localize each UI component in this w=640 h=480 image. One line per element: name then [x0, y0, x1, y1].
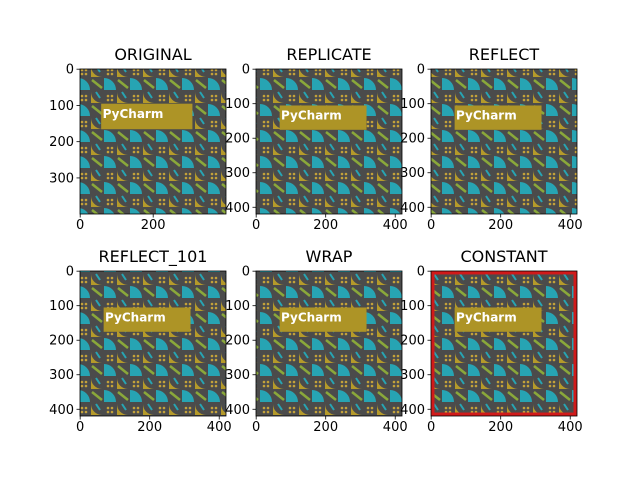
y-tick-label: 200	[225, 334, 250, 349]
y-tick-label: 200	[49, 334, 74, 349]
image-text: PyCharm	[281, 108, 342, 122]
image: PyCharm	[430, 68, 578, 215]
image-content	[434, 274, 574, 413]
subplot-title: CONSTANT	[460, 247, 547, 266]
axes-frame	[79, 270, 227, 417]
y-tick-label: 100	[225, 299, 250, 314]
image: PyCharm	[79, 270, 227, 417]
y-tick-label: 0	[66, 265, 74, 280]
y-tick-label: 400	[400, 201, 425, 216]
x-tick-label: 200	[313, 420, 338, 435]
y-tick-label: 400	[225, 201, 250, 216]
banner	[279, 105, 367, 130]
x-tick-label: 0	[76, 420, 84, 435]
subplot-title: REFLECT	[469, 45, 540, 64]
image-content	[80, 69, 226, 214]
y-tick-label: 100	[49, 99, 74, 114]
image-text: PyCharm	[456, 310, 517, 324]
image-text: PyCharm	[456, 108, 517, 122]
y-tick-label: 300	[49, 368, 74, 383]
y-tick-label: 300	[400, 368, 425, 383]
x-tick-label: 200	[488, 218, 513, 233]
y-tick-label: 200	[400, 334, 425, 349]
y-tick-label: 300	[225, 166, 250, 181]
axes-frame	[430, 270, 578, 417]
x-tick-label: 400	[558, 218, 583, 233]
banner	[454, 307, 542, 332]
x-tick-label: 400	[558, 420, 583, 435]
y-tick-label: 0	[66, 63, 74, 78]
y-tick-label: 100	[400, 97, 425, 112]
banner	[279, 307, 367, 332]
banner	[454, 105, 542, 130]
x-tick-label: 200	[137, 420, 162, 435]
banner	[103, 307, 191, 332]
x-tick-label: 0	[76, 218, 84, 233]
x-tick-label: 200	[141, 218, 166, 233]
y-tick-label: 0	[242, 265, 250, 280]
y-tick-label: 400	[400, 403, 425, 418]
x-tick-label: 0	[252, 218, 260, 233]
y-tick-label: 0	[417, 63, 425, 78]
x-tick-label: 400	[207, 420, 232, 435]
y-tick-label: 300	[225, 368, 250, 383]
x-tick-label: 200	[488, 420, 513, 435]
image-content	[259, 72, 399, 211]
axes-frame	[255, 68, 403, 215]
image-text: PyCharm	[103, 107, 164, 121]
y-tick-label: 300	[400, 166, 425, 181]
y-tick-label: 100	[400, 299, 425, 314]
y-tick-label: 200	[225, 132, 250, 147]
x-tick-label: 0	[427, 420, 435, 435]
y-tick-label: 200	[49, 135, 74, 150]
image-content	[259, 274, 399, 413]
banner	[101, 103, 193, 130]
x-tick-label: 0	[427, 218, 435, 233]
image: PyCharm	[255, 270, 403, 417]
y-tick-label: 0	[417, 265, 425, 280]
image: PyCharm	[430, 270, 578, 417]
y-tick-label: 400	[225, 403, 250, 418]
image-text: PyCharm	[105, 310, 166, 324]
y-tick-label: 0	[242, 63, 250, 78]
image: PyCharm	[255, 68, 403, 215]
y-tick-label: 100	[225, 97, 250, 112]
image-content	[434, 72, 574, 211]
y-tick-label: 100	[49, 299, 74, 314]
subplot-title: WRAP	[306, 247, 353, 266]
y-tick-label: 200	[400, 132, 425, 147]
y-tick-label: 400	[49, 403, 74, 418]
x-tick-label: 200	[313, 218, 338, 233]
image: PyCharm	[79, 68, 227, 215]
axes-frame	[255, 270, 403, 417]
image-content	[83, 274, 223, 413]
x-tick-label: 400	[383, 420, 408, 435]
image-text: PyCharm	[281, 310, 342, 324]
x-tick-label: 0	[252, 420, 260, 435]
subplot-title: ORIGINAL	[114, 45, 191, 64]
y-tick-label: 300	[49, 171, 74, 186]
subplot-title: REPLICATE	[286, 45, 371, 64]
axes-frame	[430, 68, 578, 215]
subplot-title: REFLECT_101	[99, 247, 208, 267]
x-tick-label: 400	[383, 218, 408, 233]
